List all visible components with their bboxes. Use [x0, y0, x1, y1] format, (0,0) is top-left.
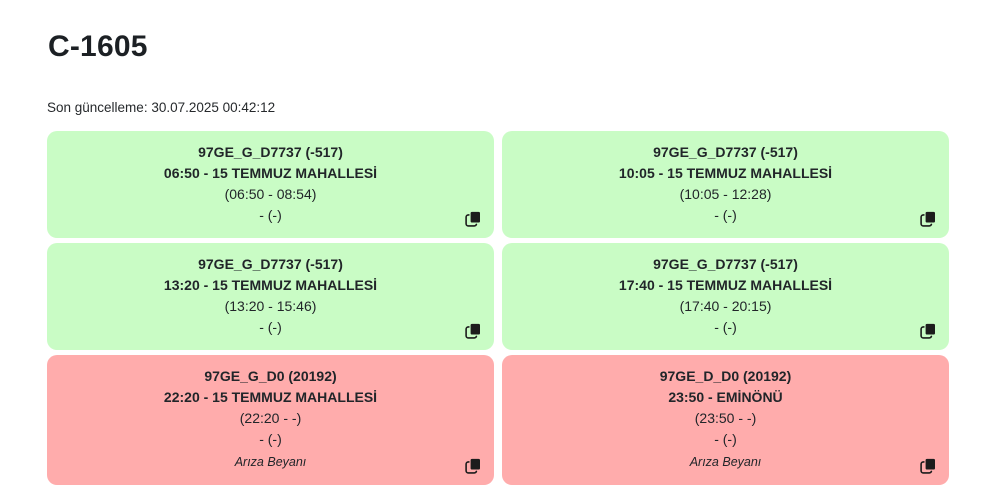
vehicle-code: 97GE_G_D7737 (-517) [198, 144, 343, 160]
trip-time-window: (13:20 - 15:46) [224, 298, 317, 314]
trip-time-window: (22:20 - -) [239, 410, 302, 426]
trip-departure: 23:50 - EMİNÖNÜ [668, 389, 783, 405]
copy-button[interactable] [463, 456, 483, 476]
copy-button[interactable] [918, 456, 938, 476]
page-title: C-1605 [48, 30, 148, 63]
trip-card: 97GE_G_D7737 (-517) 10:05 - 15 TEMMUZ MA… [502, 131, 949, 238]
trip-departure: 06:50 - 15 TEMMUZ MAHALLESİ [163, 165, 378, 181]
trip-detail: - (-) [714, 319, 737, 335]
vehicle-code: 97GE_G_D7737 (-517) [653, 144, 798, 160]
copy-icon [920, 458, 935, 474]
copy-button[interactable] [918, 209, 938, 229]
copy-icon [465, 211, 480, 227]
trip-departure: 22:20 - 15 TEMMUZ MAHALLESİ [163, 389, 378, 405]
trip-time-window: (23:50 - -) [694, 410, 757, 426]
copy-icon [920, 323, 935, 339]
vehicle-code: 97GE_D_D0 (20192) [659, 368, 792, 384]
trip-departure: 10:05 - 15 TEMMUZ MAHALLESİ [618, 165, 833, 181]
vehicle-code: 97GE_G_D7737 (-517) [198, 256, 343, 272]
trip-time-window: (06:50 - 08:54) [224, 186, 317, 202]
vehicle-code: 97GE_G_D7737 (-517) [653, 256, 798, 272]
trip-note: Arıza Beyanı [234, 455, 307, 469]
trip-detail: - (-) [714, 207, 737, 223]
trip-detail: - (-) [259, 207, 282, 223]
trip-card: 97GE_G_D0 (20192) 22:20 - 15 TEMMUZ MAHA… [47, 355, 494, 485]
trip-detail: - (-) [259, 431, 282, 447]
last-update-text: Son güncelleme: 30.07.2025 00:42:12 [47, 100, 276, 115]
copy-icon [465, 458, 480, 474]
copy-icon [465, 323, 480, 339]
trip-departure: 17:40 - 15 TEMMUZ MAHALLESİ [618, 277, 833, 293]
trip-card: 97GE_G_D7737 (-517) 13:20 - 15 TEMMUZ MA… [47, 243, 494, 350]
trip-departure: 13:20 - 15 TEMMUZ MAHALLESİ [163, 277, 378, 293]
trip-note: Arıza Beyanı [689, 455, 762, 469]
trip-time-window: (10:05 - 12:28) [679, 186, 772, 202]
trip-time-window: (17:40 - 20:15) [679, 298, 772, 314]
trip-card: 97GE_G_D7737 (-517) 06:50 - 15 TEMMUZ MA… [47, 131, 494, 238]
copy-button[interactable] [463, 321, 483, 341]
trip-card: 97GE_D_D0 (20192) 23:50 - EMİNÖNÜ (23:50… [502, 355, 949, 485]
copy-button[interactable] [463, 209, 483, 229]
trip-detail: - (-) [714, 431, 737, 447]
copy-icon [920, 211, 935, 227]
trip-detail: - (-) [259, 319, 282, 335]
vehicle-code: 97GE_G_D0 (20192) [204, 368, 337, 384]
trips-grid: 97GE_G_D7737 (-517) 06:50 - 15 TEMMUZ MA… [47, 131, 1005, 485]
copy-button[interactable] [918, 321, 938, 341]
trip-card: 97GE_G_D7737 (-517) 17:40 - 15 TEMMUZ MA… [502, 243, 949, 350]
